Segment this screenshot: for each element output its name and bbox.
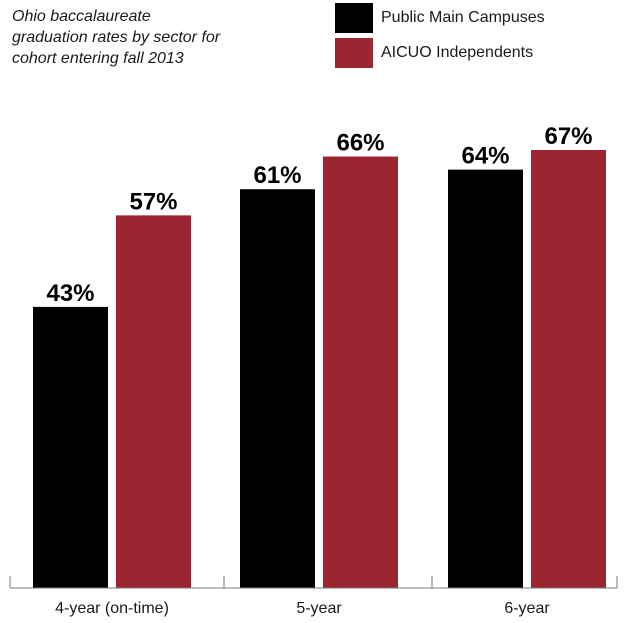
category-label-1: 5-year: [296, 600, 342, 617]
bar-aicuo-1: [323, 156, 398, 589]
legend-item-aicuo: AICUO Independents: [335, 38, 533, 68]
bar-aicuo-0: [116, 215, 191, 588]
legend-label-aicuo: AICUO Independents: [381, 44, 534, 61]
legend-swatch-public: [335, 3, 373, 33]
chart-title-line-1: Ohio baccalaureate: [12, 8, 151, 25]
legend-item-public: Public Main Campuses: [335, 3, 545, 33]
category-label-2: 6-year: [504, 600, 550, 617]
data-label-aicuo-0: 57%: [129, 188, 177, 215]
chart-title-line-2: graduation rates by sector for: [12, 29, 221, 46]
bar-public-2: [448, 169, 523, 588]
data-label-aicuo-2: 67%: [544, 123, 592, 150]
data-label-public-2: 64%: [461, 143, 509, 170]
category-label-0: 4-year (on-time): [55, 600, 169, 617]
data-label-public-1: 61%: [253, 162, 301, 189]
chart-title: Ohio baccalaureate graduation rates by s…: [12, 6, 312, 69]
bar-public-1: [240, 189, 315, 588]
legend-label-public: Public Main Campuses: [381, 9, 545, 26]
bar-public-0: [33, 306, 108, 588]
legend-swatch-aicuo: [335, 38, 373, 68]
chart-title-line-3: cohort entering fall 2013: [12, 50, 184, 67]
data-label-public-0: 43%: [46, 280, 94, 307]
data-label-aicuo-1: 66%: [336, 130, 384, 157]
bar-aicuo-2: [531, 150, 606, 588]
